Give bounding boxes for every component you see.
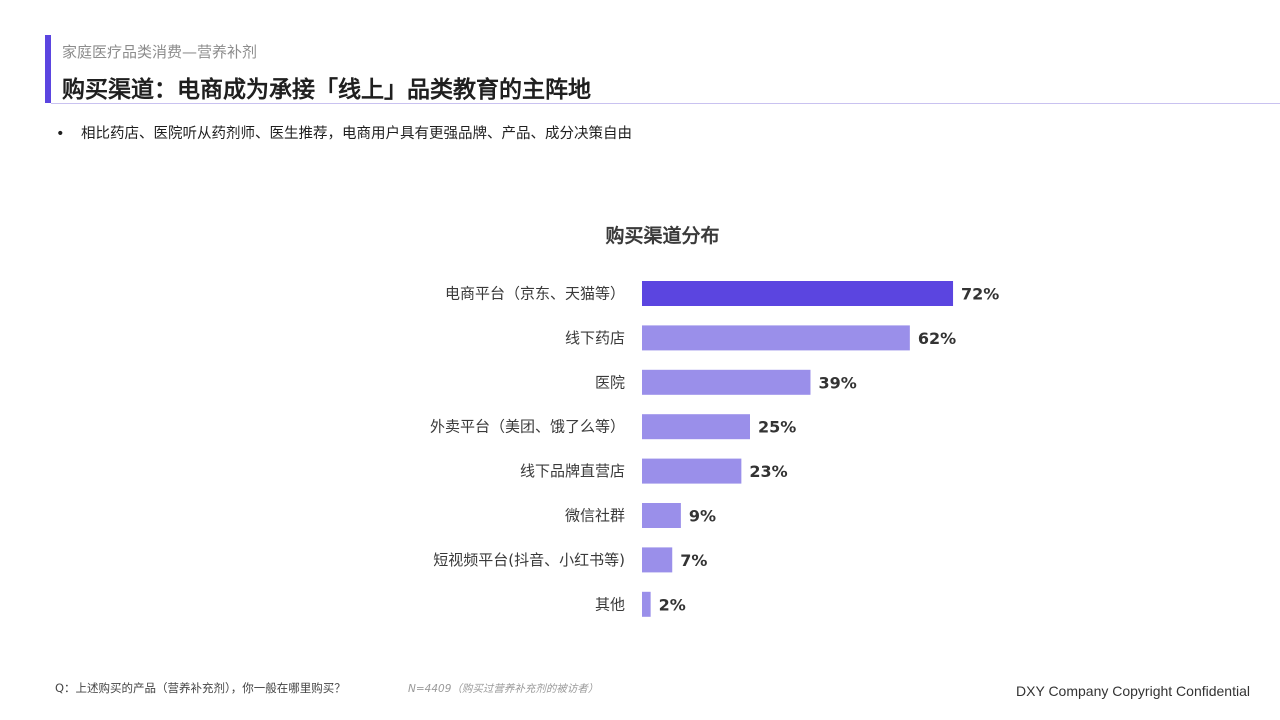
category-label: 短视频平台(抖音、小红书等) — [433, 551, 625, 569]
value-label: 9% — [689, 507, 716, 526]
category-label: 其他 — [595, 595, 625, 613]
category-label: 线下药店 — [565, 329, 625, 347]
chart-title: 购买渠道分布 — [605, 225, 720, 247]
value-label: 39% — [818, 373, 856, 392]
category-label: 微信社群 — [565, 507, 625, 525]
bullet-text: 相比药店、医院听从药剂师、医生推荐，电商用户具有更强品牌、产品、成分决策自由 — [81, 126, 632, 142]
bar — [642, 503, 681, 528]
category-label: 医院 — [595, 373, 625, 391]
value-label: 62% — [918, 329, 956, 348]
value-label: 7% — [680, 551, 707, 570]
bar — [642, 547, 673, 573]
bar — [642, 281, 954, 306]
value-label: 25% — [758, 418, 796, 437]
bullet-marker: • — [56, 126, 65, 142]
category-label: 线下品牌直营店 — [520, 462, 625, 480]
bullet-point: • 相比药店、医院听从药剂师、医生推荐，电商用户具有更强品牌、产品、成分决策自由 — [56, 122, 632, 143]
value-label: 23% — [749, 462, 787, 481]
category-label: 外卖平台（美团、饿了么等） — [430, 418, 625, 436]
copyright-notice: DXY Company Copyright Confidential — [1016, 683, 1250, 699]
value-label: 2% — [659, 595, 686, 614]
section-label: 家庭医疗品类消费—营养补剂 — [62, 43, 258, 61]
survey-question: Q：上述购买的产品（营养补充剂），你一般在哪里购买？ — [55, 681, 346, 695]
value-label: 72% — [961, 285, 999, 304]
bar — [642, 369, 811, 395]
header-accent-bar — [45, 35, 51, 103]
bar — [642, 325, 910, 351]
category-label: 电商平台（京东、天猫等） — [445, 285, 625, 303]
bar — [642, 458, 742, 484]
page-title: 购买渠道：电商成为承接「线上」品类教育的主阵地 — [62, 77, 591, 103]
bar — [642, 414, 750, 440]
header-divider — [51, 103, 1280, 104]
bar — [642, 591, 651, 617]
sample-size-note: N=4409（购买过营养补充剂的被访者） — [408, 683, 599, 695]
